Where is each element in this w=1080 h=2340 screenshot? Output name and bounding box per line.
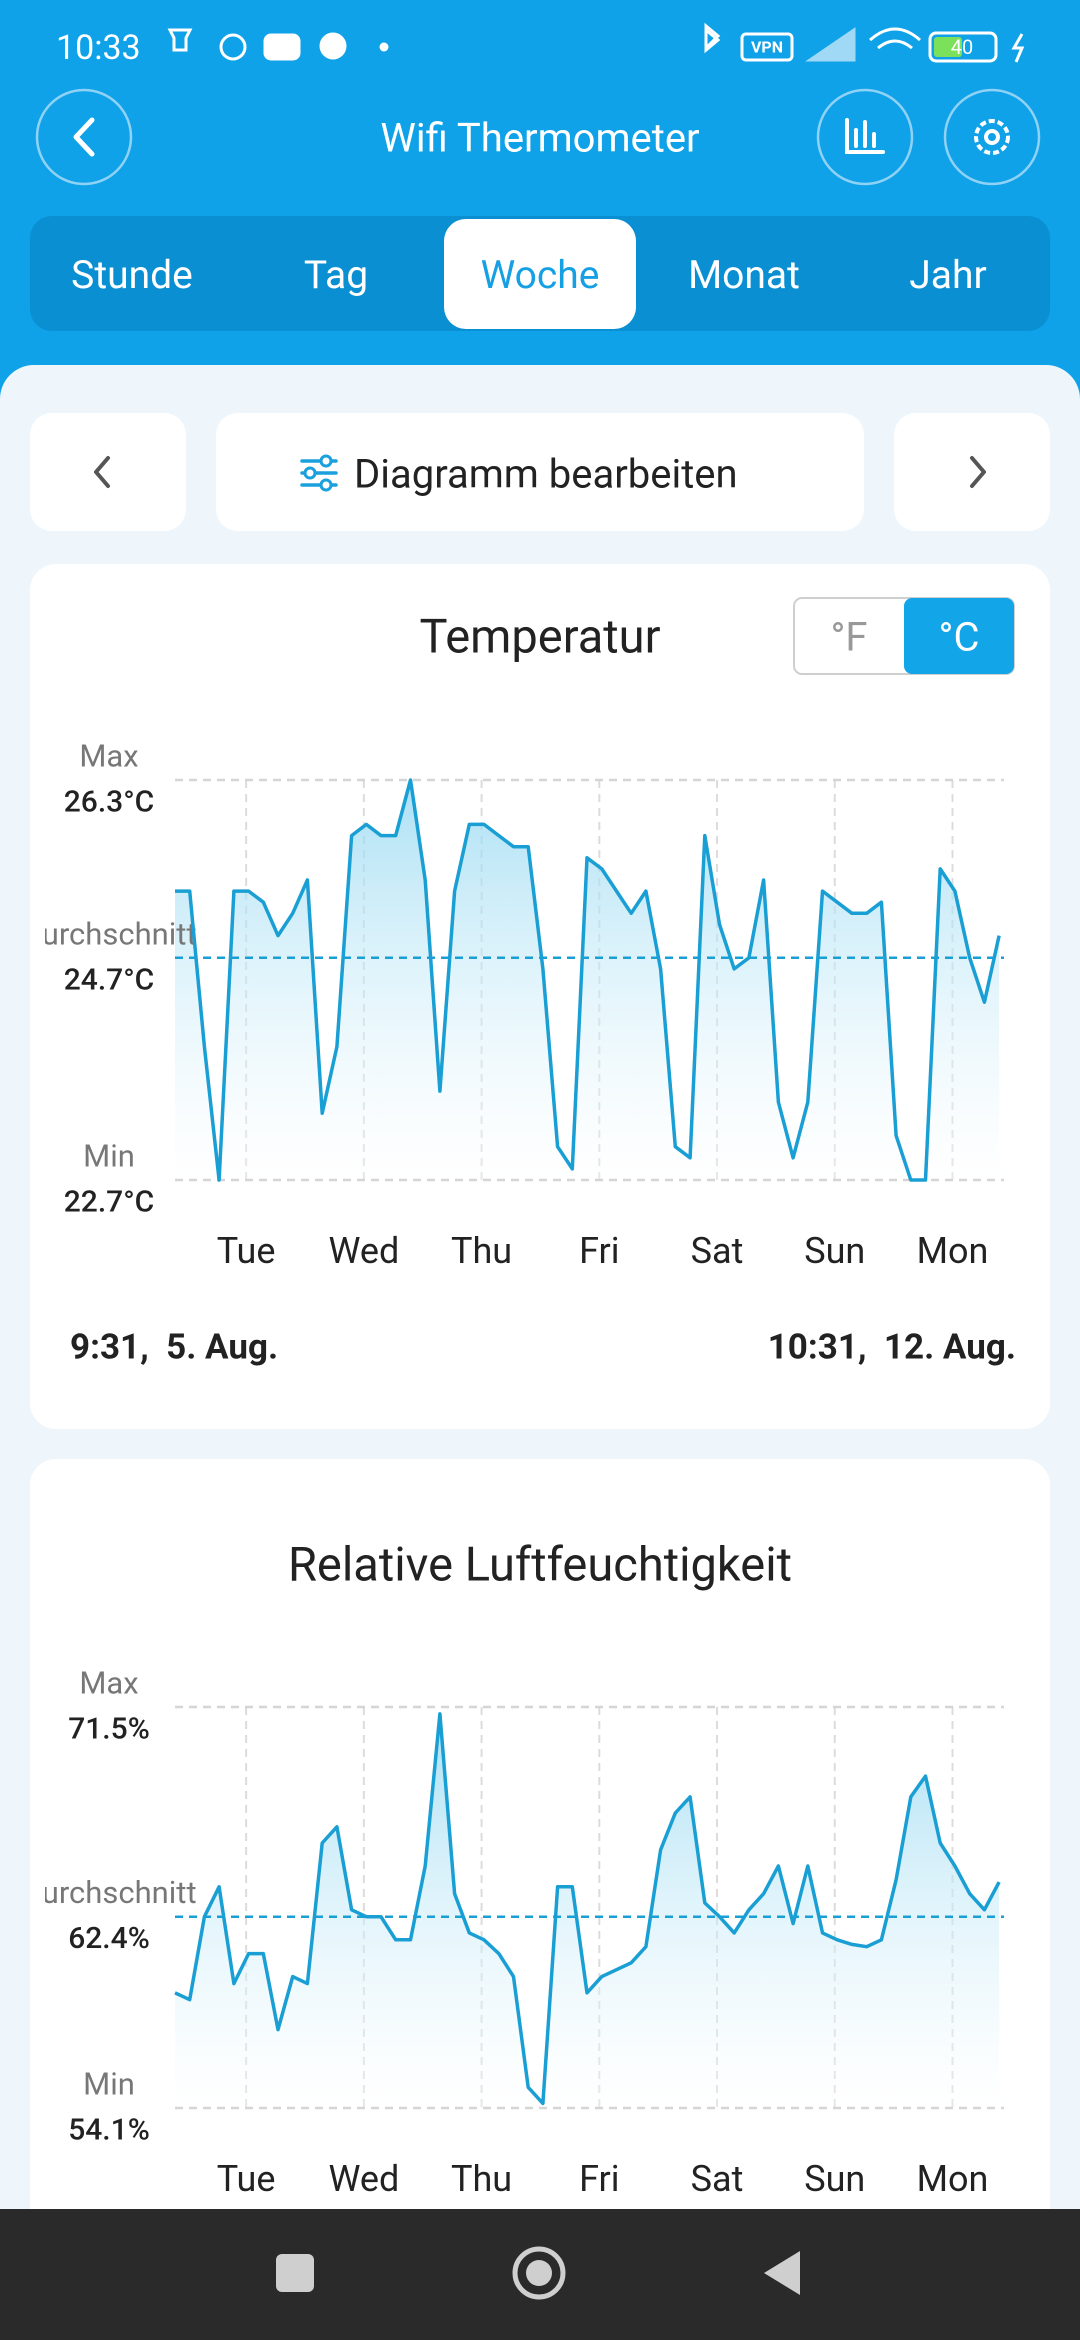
x-tick-label: Sun bbox=[804, 1230, 865, 1272]
vpn-box bbox=[740, 32, 794, 62]
header-background bbox=[0, 0, 1080, 400]
settings-button[interactable] bbox=[943, 88, 1041, 186]
stats-button[interactable] bbox=[816, 88, 914, 186]
slider-knob[interactable] bbox=[319, 478, 333, 492]
back-icon[interactable] bbox=[73, 117, 95, 157]
unit-active[interactable] bbox=[904, 598, 1014, 674]
reference-name: Min bbox=[83, 2066, 135, 2103]
vpn-label: VPN bbox=[751, 38, 783, 57]
tab-label[interactable]: Tag bbox=[304, 252, 368, 298]
area bbox=[175, 1713, 1000, 2108]
muted-bell bbox=[167, 28, 193, 52]
active-tab-pill[interactable] bbox=[444, 219, 636, 329]
unit-option[interactable]: °C bbox=[939, 614, 980, 661]
back-button-ring[interactable] bbox=[35, 88, 133, 186]
next-icon[interactable] bbox=[970, 456, 986, 488]
area bbox=[175, 780, 1000, 1180]
x-tick-label: Thu bbox=[451, 2158, 512, 2200]
prev-button[interactable] bbox=[30, 413, 186, 531]
home-button[interactable] bbox=[512, 2246, 566, 2300]
reference-name: Durchschnitt bbox=[21, 915, 196, 952]
charts: Temperatur °F °C Tue Wed Thu Fri Sat Sun Mon Max 26… bbox=[21, 597, 1016, 2200]
edit-button-bg[interactable] bbox=[216, 413, 864, 531]
edit-label[interactable]: Diagramm bearbeiten bbox=[354, 451, 738, 498]
edit-button[interactable]: Diagramm bearbeiten bbox=[216, 413, 864, 531]
tab-label[interactable]: Stunde bbox=[71, 252, 193, 298]
reference-value: 24.7°C bbox=[64, 962, 155, 997]
stats-icon[interactable] bbox=[845, 118, 885, 154]
x-tick-label: Tue bbox=[217, 1230, 276, 1272]
youtube-icon bbox=[263, 33, 301, 61]
x-tick-label: Wed bbox=[328, 1230, 399, 1272]
dot bbox=[379, 42, 389, 52]
x-tick-label: Fri bbox=[579, 1230, 619, 1272]
reference-value: 26.3°C bbox=[64, 785, 155, 820]
stats-button-ring[interactable] bbox=[816, 88, 914, 186]
app-icon bbox=[319, 32, 347, 60]
reference-value: 54.1% bbox=[68, 2113, 150, 2148]
x-tick-label: Fri bbox=[579, 2158, 619, 2200]
x-tick-label: Sun bbox=[804, 2158, 865, 2200]
reference-value: 62.4% bbox=[68, 1921, 150, 1956]
battery-outline bbox=[928, 31, 998, 63]
line bbox=[174, 1712, 1001, 2106]
header-title: Wifi Thermometer bbox=[380, 115, 699, 162]
next-button-bg[interactable] bbox=[894, 413, 1050, 531]
gear-icon[interactable] bbox=[974, 119, 1010, 155]
tab-label[interactable]: Woche bbox=[481, 252, 600, 298]
x-tick-label: Mon bbox=[917, 1230, 989, 1272]
signal-icon bbox=[805, 27, 856, 62]
chart-title: Temperatur bbox=[419, 610, 660, 665]
x-tick-label: Sat bbox=[691, 1230, 744, 1272]
x-tick-label: Tue bbox=[217, 2158, 276, 2200]
battery-level bbox=[934, 37, 962, 57]
unit-option[interactable]: °F bbox=[830, 614, 867, 661]
recents-button[interactable] bbox=[276, 2254, 314, 2292]
back-button[interactable] bbox=[35, 88, 133, 186]
x-tick-label: Wed bbox=[328, 2158, 399, 2200]
prev-icon[interactable] bbox=[94, 456, 110, 488]
home-button-dot[interactable] bbox=[526, 2260, 552, 2286]
reference-name: Max bbox=[79, 1665, 138, 1702]
tab-label[interactable]: Monat bbox=[688, 252, 800, 298]
reference-value: 71.5% bbox=[68, 1712, 150, 1747]
back-nav-button[interactable] bbox=[764, 2251, 800, 2295]
start-date: 9:31, 5. Aug. bbox=[70, 1327, 278, 1368]
x-tick-label: Thu bbox=[451, 1230, 512, 1272]
x-tick-label: Sat bbox=[691, 2158, 744, 2200]
line bbox=[175, 778, 1001, 1182]
chart-title: Relative Luftfeuchtigkeit bbox=[288, 1538, 792, 1593]
next-button[interactable] bbox=[894, 413, 1050, 531]
charging-icon bbox=[1011, 33, 1025, 63]
prev-button-bg[interactable] bbox=[30, 413, 186, 531]
wifi-icon bbox=[869, 27, 921, 50]
tab-label[interactable]: Jahr bbox=[909, 252, 986, 298]
gear-center[interactable] bbox=[984, 129, 1000, 145]
battery-label: 40 bbox=[951, 35, 973, 59]
end-date: 10:31, 12. Aug. bbox=[768, 1327, 1016, 1368]
bluetooth-icon bbox=[704, 22, 721, 54]
reference-name: Durchschnitt bbox=[21, 1874, 196, 1911]
reference-value: 22.7°C bbox=[64, 1185, 155, 1220]
alarm-icon bbox=[219, 33, 247, 61]
slider-knob[interactable] bbox=[319, 454, 333, 468]
reference-name: Max bbox=[79, 738, 138, 775]
status-icons bbox=[167, 22, 1025, 63]
settings-button-ring[interactable] bbox=[943, 88, 1041, 186]
reference-name: Min bbox=[83, 1138, 135, 1175]
slider-knob[interactable] bbox=[303, 466, 317, 480]
x-tick-label: Mon bbox=[917, 2158, 989, 2200]
status-time: 10:33 bbox=[56, 28, 141, 68]
tabs: Stunde Tag Woche Monat Jahr bbox=[71, 219, 987, 329]
